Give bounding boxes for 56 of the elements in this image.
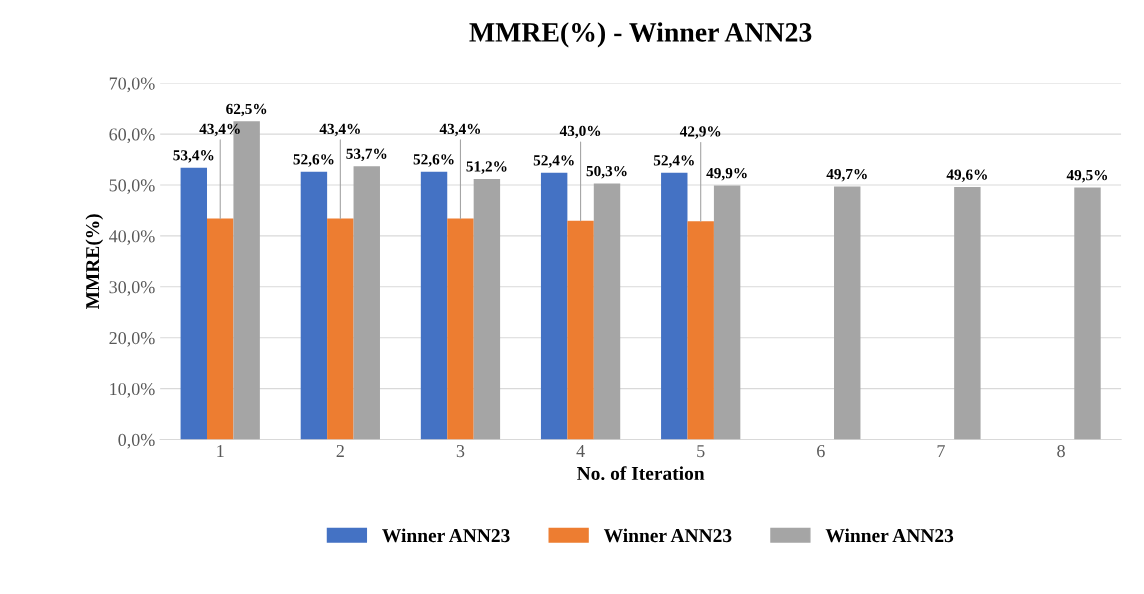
bar	[300, 171, 328, 440]
bar	[954, 187, 981, 440]
x-tick-label: 3	[456, 444, 465, 458]
x-tick-label: 5	[697, 445, 705, 458]
legend-label: Winner ANN23	[825, 528, 954, 543]
y-axis-title: MMRE(%)	[85, 214, 104, 310]
x-tick-label: 7	[937, 445, 945, 457]
data-label: 43,4%	[199, 123, 240, 137]
y-tick-label: 30,0%	[109, 281, 155, 296]
y-tick-label: 20,0%	[109, 331, 155, 347]
x-axis-title: No. of Iteration	[577, 466, 705, 481]
y-tick-label: 40,0%	[109, 230, 155, 245]
bar	[567, 220, 594, 440]
data-label: 52,4%	[533, 155, 574, 168]
bar	[353, 166, 380, 440]
x-tick-label: 2	[336, 444, 344, 457]
bar	[593, 183, 621, 440]
bar	[420, 171, 448, 440]
bar	[540, 172, 568, 440]
data-label: 53,4%	[173, 150, 214, 163]
y-tick-label: 70,0%	[109, 77, 155, 93]
x-tick-label: 8	[1057, 444, 1065, 458]
bar	[687, 221, 714, 440]
data-label: 53,7%	[346, 148, 387, 162]
legend-label: Winner ANN23	[382, 528, 510, 543]
legend-label: Winner ANN23	[603, 528, 732, 543]
data-label: 49,9%	[706, 167, 747, 181]
chart-title: MMRE(%) - Winner ANN23	[469, 22, 812, 48]
data-label: 50,3%	[586, 165, 627, 179]
data-label: 52,4%	[653, 155, 694, 168]
bar	[834, 186, 861, 440]
bar	[180, 167, 208, 440]
y-tick-label: 0,0%	[118, 433, 155, 449]
data-label: 52,6%	[413, 154, 454, 167]
data-label: 52,6%	[293, 154, 334, 167]
x-tick-label: 1	[217, 445, 224, 457]
data-label: 51,2%	[466, 161, 507, 174]
bar	[207, 218, 234, 440]
y-tick-label: 10,0%	[110, 382, 155, 398]
data-label: 43,0%	[559, 125, 601, 139]
bar	[1074, 187, 1101, 440]
data-label: 43,4%	[319, 123, 360, 137]
bar	[473, 178, 501, 440]
bar	[327, 218, 354, 440]
x-tick-label: 4	[576, 445, 585, 457]
bar	[713, 185, 741, 440]
y-tick-label: 50,0%	[109, 179, 155, 195]
data-label: 49,6%	[946, 169, 987, 182]
x-tick-label: 6	[817, 444, 825, 458]
bar	[447, 218, 474, 440]
data-label: 43,4%	[439, 123, 481, 137]
data-label: 49,7%	[826, 168, 867, 182]
data-label: 62,5%	[226, 103, 267, 117]
data-label: 42,9%	[679, 126, 721, 139]
y-tick-label: 60,0%	[109, 128, 155, 144]
data-label: 49,5%	[1066, 169, 1108, 183]
